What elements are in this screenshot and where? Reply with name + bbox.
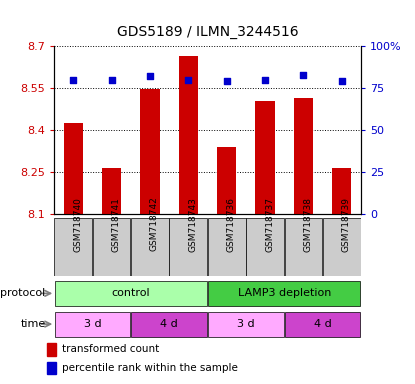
Point [70, 76, 76, 83]
FancyBboxPatch shape [54, 312, 130, 336]
Text: GSM718740: GSM718740 [73, 197, 82, 252]
Text: GSM718739: GSM718739 [342, 197, 351, 252]
Text: GSM718736: GSM718736 [227, 197, 236, 252]
Text: GSM718738: GSM718738 [303, 197, 312, 252]
Text: LAMP3 depletion: LAMP3 depletion [237, 288, 331, 298]
FancyBboxPatch shape [208, 281, 361, 306]
Bar [256, 101, 275, 214]
Point [185, 76, 192, 83]
Bar [102, 168, 121, 214]
FancyBboxPatch shape [54, 218, 92, 276]
FancyBboxPatch shape [93, 218, 130, 276]
Bar [47, 343, 56, 356]
Point [339, 78, 345, 84]
FancyBboxPatch shape [169, 218, 207, 276]
Point [300, 71, 307, 78]
Point [223, 78, 230, 84]
Text: GSM718743: GSM718743 [188, 197, 197, 252]
Text: 3 d: 3 d [83, 319, 101, 329]
FancyBboxPatch shape [131, 312, 207, 336]
Bar [332, 168, 352, 214]
Text: 4 d: 4 d [160, 319, 178, 329]
FancyBboxPatch shape [246, 218, 284, 276]
Point [108, 76, 115, 83]
Bar [179, 56, 198, 214]
Text: GSM718742: GSM718742 [150, 197, 159, 252]
Point [262, 76, 269, 83]
Bar [47, 362, 56, 374]
Text: 4 d: 4 d [314, 319, 332, 329]
Point [146, 73, 153, 79]
Text: GDS5189 / ILMN_3244516: GDS5189 / ILMN_3244516 [117, 25, 298, 39]
Text: percentile rank within the sample: percentile rank within the sample [63, 363, 238, 373]
Bar [63, 123, 83, 214]
Text: GSM718737: GSM718737 [265, 197, 274, 252]
Bar [217, 147, 236, 214]
Text: transformed count: transformed count [63, 344, 160, 354]
Bar [294, 98, 313, 214]
FancyBboxPatch shape [54, 281, 207, 306]
FancyBboxPatch shape [131, 218, 169, 276]
FancyBboxPatch shape [285, 218, 322, 276]
Text: time: time [20, 319, 46, 329]
FancyBboxPatch shape [323, 218, 361, 276]
Bar [140, 89, 159, 214]
Text: control: control [111, 288, 150, 298]
FancyBboxPatch shape [285, 312, 361, 336]
FancyBboxPatch shape [208, 218, 246, 276]
Text: GSM718741: GSM718741 [112, 197, 120, 252]
Text: protocol: protocol [0, 288, 46, 298]
FancyBboxPatch shape [208, 312, 284, 336]
Text: 3 d: 3 d [237, 319, 255, 329]
